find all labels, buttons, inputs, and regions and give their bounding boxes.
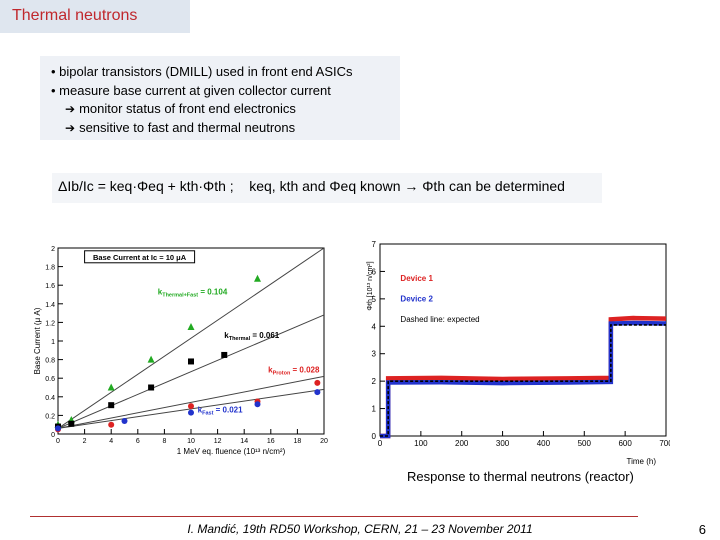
- x-axis-label: Time (h): [627, 457, 657, 466]
- bullet-item: • measure base current at given collecto…: [51, 82, 331, 98]
- fit-line: [57, 375, 325, 429]
- arrow-icon: ➔: [65, 120, 76, 135]
- data-point: [254, 274, 261, 282]
- x-tick-label: 200: [455, 439, 469, 448]
- data-point: [121, 417, 128, 424]
- k-label: kFast = 0.021: [198, 406, 243, 417]
- y-tick-label: 0.6: [45, 376, 55, 383]
- data-point: [187, 323, 195, 331]
- formula-rhs: keq, kth and Φeq known → Φth can be dete…: [249, 178, 565, 194]
- y-tick-label: 1.4: [45, 302, 55, 309]
- data-point: [221, 351, 228, 358]
- fit-line: [57, 314, 325, 429]
- x-tick-label: 600: [618, 439, 632, 448]
- data-point: [188, 358, 194, 365]
- chart-caption: Response to thermal neutrons (reactor): [407, 469, 634, 484]
- y-tick-label: 2: [372, 377, 377, 386]
- y-tick-label: 6: [372, 267, 377, 276]
- data-point: [108, 421, 115, 428]
- x-tick-label: 400: [537, 439, 551, 448]
- legend-entry: Device 1: [400, 274, 433, 283]
- footer-text: I. Mandić, 19th RD50 Workshop, CERN, 21 …: [187, 522, 533, 536]
- x-tick-label: 14: [240, 438, 248, 445]
- legend-entry: Device 2: [400, 295, 433, 304]
- data-point: [188, 403, 194, 410]
- base-current-chart: 00.20.40.60.811.21.41.61.820 2 4 6 8 10 12 14 16…: [33, 246, 328, 456]
- legend-title-box: [84, 250, 196, 264]
- data-point: [147, 355, 155, 363]
- data-point: [314, 379, 321, 386]
- y-tick-label: 3: [372, 350, 377, 359]
- formula-lhs: ΔIb/Ic = keq·Φeq + kth·Φth ;: [58, 178, 234, 194]
- legend-title: Base Current at Ic = 10 μA: [93, 253, 187, 262]
- k-label: kThermal = 0.061: [224, 331, 280, 342]
- data-point: [188, 409, 194, 416]
- y-tick-label: 2: [51, 246, 55, 253]
- x-tick-label: 100: [414, 439, 428, 448]
- y-tick-label: 7: [372, 240, 377, 249]
- y-tick-label: 0.8: [45, 358, 55, 365]
- series-line: [380, 324, 666, 437]
- fit-line: [57, 247, 325, 429]
- page-number: 6: [698, 522, 706, 537]
- x-tick-label: 18: [294, 438, 302, 445]
- x-tick-label: 12: [214, 438, 222, 445]
- data-point: [108, 402, 115, 409]
- slide-title: Thermal neutrons: [0, 0, 190, 33]
- legend-entry: Dashed line: expected: [400, 315, 479, 324]
- k-label: kProton = 0.028: [268, 366, 320, 377]
- y-tick-label: 0.4: [45, 395, 55, 402]
- x-tick-label: 700: [659, 439, 670, 448]
- bullet-box: • bipolar transistors (DMILL) used in fr…: [40, 56, 400, 140]
- formula-box: ΔIb/Ic = keq·Φeq + kth·Φth ; keq, kth an…: [52, 173, 602, 203]
- k-label: kThermal+Fast = 0.104: [158, 288, 228, 299]
- y-tick-label: 1: [372, 405, 377, 414]
- data-point: [314, 389, 321, 396]
- x-tick-label: 20: [320, 438, 328, 445]
- y-tick-label: 1.2: [45, 320, 55, 327]
- y-tick-label: 1.8: [45, 265, 55, 272]
- arrow-icon: ➔: [65, 102, 76, 116]
- x-tick-label: 16: [267, 438, 275, 445]
- x-tick-label: 2: [83, 438, 87, 445]
- data-point: [55, 425, 61, 432]
- plot-frame: [379, 243, 667, 437]
- y-tick-label: 0: [372, 432, 377, 441]
- x-tick-label: 6: [136, 438, 140, 445]
- x-tick-label: 300: [496, 439, 510, 448]
- x-tick-label: 500: [578, 439, 592, 448]
- footer-divider: [30, 516, 638, 517]
- x-tick-label: 10: [187, 438, 195, 445]
- series-line: [380, 320, 667, 439]
- x-tick-label: 0: [378, 439, 383, 448]
- sub-bullet-text: monitor status of front end electronics: [79, 101, 296, 116]
- data-point: [254, 401, 261, 408]
- y-tick-label: 4: [372, 322, 377, 331]
- sub-bullet-text: sensitive to fast and thermal neutrons: [79, 119, 296, 135]
- data-point: [148, 384, 155, 391]
- data-point: [107, 383, 115, 391]
- thermal-fluence-chart: 0 1 2 3 4 5 6 7 0 100 200 300 400 500 600 700Time (h) Φt…: [367, 240, 670, 466]
- y-tick-label: 0.2: [45, 413, 55, 420]
- y-tick-label: 0: [51, 432, 55, 439]
- sub-bullet-item: ➔ sensitive to fast and thermal neutrons: [51, 119, 400, 138]
- x-tick-label: 8: [162, 438, 166, 445]
- data-point: [68, 420, 75, 427]
- x-tick-label: 0: [56, 438, 60, 445]
- y-axis-label: Φth [10¹³ n/cm²]: [367, 261, 374, 310]
- plot-frame: [57, 247, 325, 435]
- y-axis-label: Base Current (μ A): [33, 307, 42, 374]
- bullet-item: • bipolar transistors (DMILL) used in fr…: [51, 64, 353, 79]
- y-tick-label: 5: [372, 295, 377, 304]
- x-axis-label: 1 MeV eq. fluence (10¹³ n/cm²): [177, 447, 286, 456]
- y-tick-label: 1: [51, 339, 55, 346]
- y-tick-label: 1.6: [45, 283, 55, 290]
- x-tick-label: 4: [109, 438, 113, 445]
- sub-bullet-item: ➔ monitor status of front end electronics: [51, 100, 400, 119]
